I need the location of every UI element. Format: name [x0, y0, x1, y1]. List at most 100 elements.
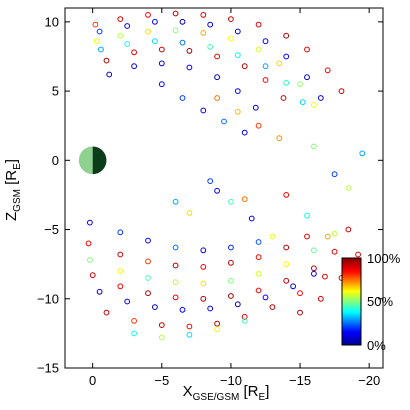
data-point: [214, 187, 221, 194]
data-point: [304, 74, 310, 81]
data-point: [228, 16, 234, 23]
data-point: [241, 63, 248, 70]
y-axis-label: ZGSM [RE]: [3, 159, 23, 221]
data-point: [269, 304, 276, 311]
data-point: [262, 294, 269, 301]
data-point: [297, 81, 303, 88]
data-point: [145, 237, 151, 244]
data-point: [283, 261, 290, 268]
data-point: [207, 305, 214, 312]
y-tick-label: 0: [52, 153, 59, 168]
data-point: [186, 323, 193, 330]
data-point: [228, 244, 234, 251]
data-point: [158, 334, 165, 341]
data-point: [311, 247, 317, 254]
data-point: [331, 248, 338, 255]
data-point: [158, 81, 165, 88]
earth-day-side: [78, 146, 93, 175]
data-point: [221, 118, 227, 125]
data-point: [252, 104, 259, 111]
data-point: [87, 257, 93, 263]
x-axis-label: XGSE/GSM [RE]: [183, 383, 270, 403]
data-point: [200, 12, 207, 18]
colorbar-gradient: [341, 257, 362, 346]
data-point: [200, 247, 207, 254]
data-point: [241, 318, 248, 324]
y-axis-label-main: Z: [3, 212, 20, 221]
data-point: [117, 251, 124, 258]
x-axis-ticks: 0 −5 −10 −15 −20: [89, 8, 380, 388]
data-point: [262, 63, 269, 70]
data-point: [124, 41, 131, 47]
data-point: [234, 108, 241, 115]
data-point: [304, 212, 310, 219]
x-tick-label: −20: [358, 373, 380, 388]
data-point: [241, 313, 248, 320]
data-point: [145, 12, 151, 18]
data-point: [304, 46, 310, 53]
x-tick-label: −5: [154, 373, 169, 388]
data-point: [269, 233, 276, 240]
data-point: [179, 18, 186, 25]
data-point: [241, 196, 248, 203]
data-point: [93, 38, 100, 45]
data-point: [331, 230, 338, 237]
data-point: [304, 233, 310, 240]
y-tick-label: 5: [52, 84, 59, 99]
data-point: [158, 46, 165, 53]
data-point: [158, 60, 165, 67]
data-point: [345, 226, 352, 233]
colorbar: 100% 50% 0%: [341, 251, 401, 353]
plot-frame: [64, 7, 384, 369]
data-point: [255, 46, 262, 53]
data-point: [228, 259, 234, 266]
y-axis-ticks: −15 −10 −5 0 5 10: [37, 14, 383, 376]
data-point: [85, 240, 92, 247]
data-point: [297, 309, 303, 316]
data-point: [283, 53, 290, 60]
data-point: [322, 273, 328, 280]
data-point: [179, 95, 186, 101]
data-point: [207, 178, 214, 185]
data-point: [96, 288, 103, 295]
data-point: [145, 275, 151, 281]
data-point: [317, 295, 324, 302]
data-point: [280, 95, 287, 101]
x-tick-label: −10: [220, 373, 242, 388]
data-point: [124, 298, 131, 305]
data-point: [248, 215, 255, 222]
data-point: [145, 28, 151, 35]
data-point: [145, 290, 151, 297]
data-point: [214, 74, 221, 81]
data-point: [255, 239, 262, 245]
data-point: [117, 268, 124, 275]
data-point: [283, 32, 290, 39]
data-point: [87, 219, 93, 226]
data-point: [172, 27, 179, 34]
scatter-points: [85, 10, 366, 341]
data-point: [214, 53, 221, 60]
data-point: [117, 283, 124, 290]
data-point: [317, 95, 324, 101]
data-point: [103, 57, 110, 64]
data-point: [228, 198, 234, 205]
data-point: [345, 185, 352, 191]
data-point: [234, 52, 241, 58]
colorbar-tick-top: 100%: [367, 251, 401, 266]
data-point: [228, 277, 234, 284]
y-axis-label-unit-sub: E: [12, 163, 23, 170]
data-point: [311, 270, 317, 277]
data-point: [131, 318, 138, 324]
data-point: [255, 287, 262, 294]
x-axis-label-sub: GSE/GSM: [193, 392, 240, 403]
data-point: [152, 38, 158, 45]
y-tick-label: −5: [44, 222, 59, 237]
data-point: [186, 331, 193, 338]
data-point: [131, 330, 138, 337]
y-tick-label: −15: [37, 361, 59, 376]
y-axis-label-unit: [R: [3, 170, 20, 189]
data-point: [311, 265, 317, 272]
data-point: [331, 171, 338, 178]
data-point: [200, 264, 207, 270]
x-axis-label-unit: [R: [239, 383, 258, 400]
